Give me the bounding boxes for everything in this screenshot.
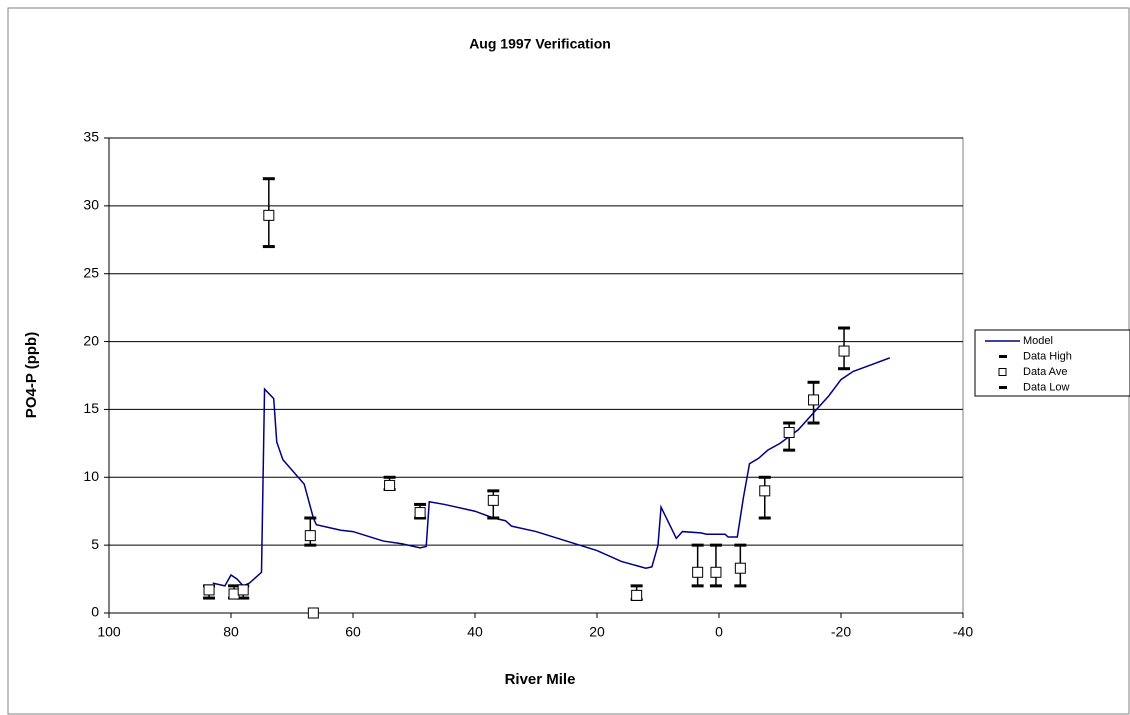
square-marker (304, 530, 316, 542)
x-tick-label: 80 (223, 624, 239, 640)
y-axis-title: PO4-P (ppb) (23, 332, 40, 418)
square-marker (414, 507, 426, 519)
legend-swatch (998, 368, 1007, 376)
x-tick-label: 40 (467, 624, 483, 640)
x-axis-title: River Mile (505, 671, 576, 688)
square-marker (228, 588, 240, 600)
square-marker (263, 209, 275, 221)
x-tick-label: -20 (831, 624, 851, 640)
square-marker (710, 566, 722, 578)
y-tick-label: 5 (91, 536, 99, 552)
square-marker (203, 584, 215, 596)
model-line (212, 357, 891, 587)
y-tick-label: 0 (91, 604, 99, 620)
legend-label: Data Low (1023, 381, 1070, 393)
square-marker (384, 479, 396, 491)
y-tick-label: 25 (83, 264, 99, 280)
square-marker (692, 566, 704, 578)
plot-area (108, 137, 964, 614)
square-marker (237, 584, 249, 596)
y-tick-label: 10 (83, 468, 99, 484)
x-tick-label: 0 (715, 624, 723, 640)
square-marker (307, 607, 319, 619)
y-tick-label: 20 (83, 332, 99, 348)
x-tick-label: -40 (953, 624, 973, 640)
x-tick-label: 60 (345, 624, 361, 640)
legend-label: Data Ave (1023, 366, 1067, 378)
square-marker (808, 394, 820, 406)
legend-label: Data High (1023, 350, 1072, 362)
y-tick-label: 30 (83, 197, 99, 213)
legend-label: Model (1023, 335, 1053, 347)
square-marker (783, 427, 795, 438)
square-marker (631, 589, 643, 601)
y-tick-label: 15 (83, 400, 99, 416)
chart-title: Aug 1997 Verification (469, 36, 611, 52)
x-tick-label: 20 (589, 624, 605, 640)
x-tick-label: 100 (97, 624, 121, 640)
square-marker (838, 345, 850, 357)
square-marker (487, 494, 499, 506)
square-marker (759, 485, 771, 497)
square-marker (734, 562, 746, 574)
y-tick-label: 35 (83, 129, 99, 145)
